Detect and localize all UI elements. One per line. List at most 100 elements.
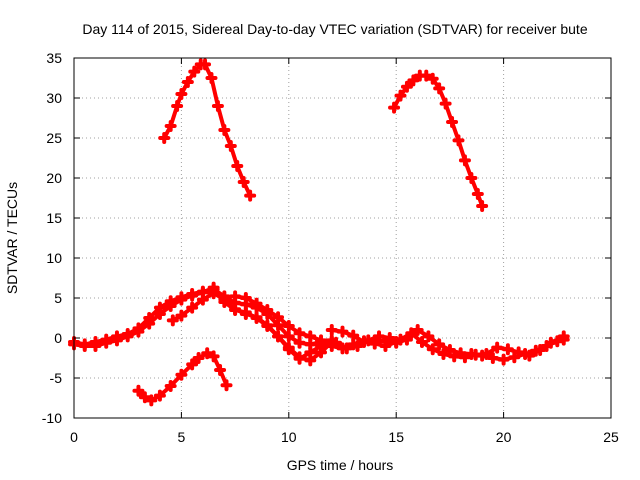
data-point bbox=[261, 304, 274, 316]
data-point bbox=[433, 82, 446, 95]
data-point bbox=[422, 330, 435, 343]
data-point bbox=[446, 116, 459, 128]
y-tick-label: 35 bbox=[46, 50, 62, 66]
data-point bbox=[89, 340, 102, 352]
data-point bbox=[153, 308, 166, 320]
data-point bbox=[239, 292, 252, 304]
data-point bbox=[207, 350, 220, 363]
series-arc-1 bbox=[162, 62, 253, 198]
data-point bbox=[282, 330, 295, 343]
data-point bbox=[218, 124, 231, 136]
data-point bbox=[458, 351, 471, 364]
data-point bbox=[394, 89, 407, 102]
data-point bbox=[452, 134, 465, 147]
data-point bbox=[426, 343, 439, 356]
data-point bbox=[443, 344, 456, 356]
data-point bbox=[437, 348, 450, 360]
data-point bbox=[304, 346, 317, 359]
data-point bbox=[534, 344, 547, 356]
data-point bbox=[201, 347, 214, 360]
data-point bbox=[171, 100, 184, 112]
data-point bbox=[229, 303, 242, 316]
data-point bbox=[239, 308, 252, 320]
data-point bbox=[304, 330, 317, 343]
data-point bbox=[293, 327, 306, 340]
data-point bbox=[250, 297, 263, 310]
data-point bbox=[164, 300, 177, 312]
axis-tick-labels: 0 5 10 15 20 25 -10 -5 0 5 10 15 20 25 30 35 bbox=[42, 50, 619, 445]
x-tick-label: 5 bbox=[178, 429, 186, 445]
x-tick-label: 20 bbox=[496, 429, 512, 445]
data-point bbox=[164, 120, 177, 132]
data-point bbox=[186, 289, 199, 302]
data-point bbox=[420, 69, 433, 82]
data-point bbox=[373, 330, 386, 343]
data-point bbox=[110, 334, 123, 347]
data-point bbox=[100, 336, 113, 349]
data-point bbox=[166, 314, 179, 327]
data-point bbox=[145, 394, 158, 407]
y-tick-label: 0 bbox=[54, 330, 62, 346]
data-point bbox=[261, 319, 274, 332]
data-point bbox=[458, 154, 471, 167]
series-arc-2 bbox=[392, 73, 485, 208]
data-point bbox=[512, 346, 525, 359]
data-point bbox=[250, 311, 263, 324]
data-point bbox=[433, 338, 446, 351]
data-point bbox=[282, 320, 295, 332]
data-point bbox=[218, 293, 231, 306]
data-point bbox=[415, 336, 428, 348]
data-point bbox=[405, 327, 418, 340]
data-point bbox=[132, 325, 145, 338]
data-point bbox=[231, 160, 244, 172]
data-point bbox=[315, 334, 328, 347]
y-axis-label: SDTVAR / TECUs bbox=[4, 182, 20, 294]
data-point bbox=[330, 336, 343, 349]
chart-title: Day 114 of 2015, Sidereal Day-to-day VTE… bbox=[82, 21, 587, 37]
data-point bbox=[400, 80, 413, 93]
data-point bbox=[224, 140, 237, 152]
data-point bbox=[205, 72, 218, 84]
data-point bbox=[293, 336, 306, 349]
data-point bbox=[211, 100, 224, 112]
data-point bbox=[138, 391, 151, 404]
data-point bbox=[214, 364, 227, 376]
x-axis-label: GPS time / hours bbox=[287, 457, 394, 473]
data-point bbox=[491, 341, 504, 354]
data-point bbox=[407, 74, 420, 87]
data-point bbox=[244, 189, 257, 202]
y-tick-label: 5 bbox=[54, 290, 62, 306]
data-point bbox=[272, 330, 285, 343]
data-point bbox=[186, 358, 199, 371]
data-point bbox=[486, 352, 499, 364]
data-point bbox=[175, 309, 188, 322]
y-tick-label: 30 bbox=[46, 90, 62, 106]
data-point bbox=[158, 132, 171, 144]
x-tick-label: 25 bbox=[603, 429, 619, 445]
data-point bbox=[272, 311, 285, 324]
data-point bbox=[293, 352, 306, 365]
data-point bbox=[175, 88, 188, 100]
axis-ticks bbox=[73, 57, 612, 419]
data-point bbox=[196, 293, 209, 306]
data-point bbox=[426, 72, 439, 85]
data-point bbox=[181, 76, 194, 88]
data-point bbox=[237, 176, 250, 188]
data-point bbox=[388, 101, 401, 114]
x-tick-label: 0 bbox=[70, 429, 78, 445]
data-point bbox=[186, 301, 199, 314]
data-point bbox=[336, 325, 349, 338]
data-point bbox=[544, 336, 557, 349]
y-tick-label: -5 bbox=[50, 370, 63, 386]
y-tick-label: 15 bbox=[46, 210, 62, 226]
data-point bbox=[340, 342, 353, 355]
y-tick-label: 25 bbox=[46, 130, 62, 146]
data-point bbox=[325, 324, 338, 336]
data-point bbox=[282, 343, 295, 356]
data-point bbox=[188, 65, 201, 78]
data-point bbox=[439, 97, 452, 110]
data-point bbox=[229, 290, 242, 303]
data-point bbox=[207, 287, 220, 300]
data-point bbox=[465, 172, 478, 184]
